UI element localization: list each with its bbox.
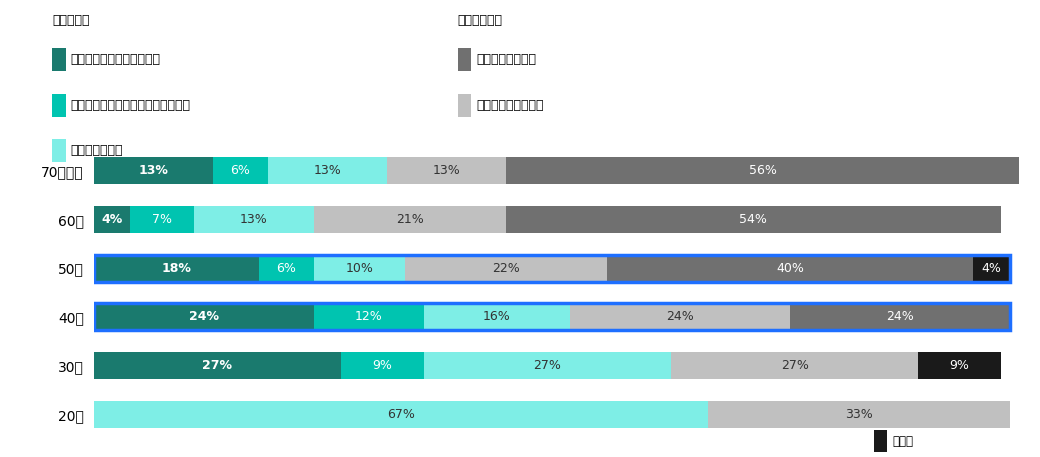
Bar	[94, 303, 313, 330]
Text: 導入待ちである: 導入待ちである	[71, 144, 123, 157]
Bar	[94, 206, 130, 233]
Bar	[707, 401, 1010, 428]
Text: 24%: 24%	[188, 310, 218, 324]
Text: 56%: 56%	[749, 164, 777, 177]
Text: 7%: 7%	[152, 213, 173, 226]
Text: 18%: 18%	[161, 261, 191, 275]
Text: 6%: 6%	[276, 261, 296, 275]
Text: 12%: 12%	[355, 310, 383, 324]
Text: 4%: 4%	[982, 261, 1002, 275]
Bar	[213, 157, 267, 184]
Text: 24%: 24%	[886, 310, 914, 324]
Bar	[506, 206, 1000, 233]
Bar	[94, 401, 707, 428]
Bar	[918, 352, 1000, 379]
Text: 16%: 16%	[483, 310, 511, 324]
Bar	[506, 157, 1019, 184]
Text: 21%: 21%	[396, 213, 423, 226]
Text: 40%: 40%	[776, 261, 804, 275]
Text: 6%: 6%	[230, 164, 251, 177]
Text: 24%: 24%	[667, 310, 694, 324]
Bar	[406, 255, 606, 282]
Text: 13%: 13%	[138, 164, 168, 177]
Bar	[313, 303, 423, 330]
Bar	[423, 303, 570, 330]
Bar	[94, 352, 341, 379]
Bar	[341, 352, 423, 379]
Text: 27%: 27%	[534, 359, 562, 372]
Text: 導入する気が無い: 導入する気が無い	[476, 53, 537, 66]
Text: その他: その他	[892, 435, 913, 447]
Bar	[387, 157, 506, 184]
Text: 67%: 67%	[387, 408, 415, 421]
Bar	[194, 206, 313, 233]
Bar	[130, 206, 194, 233]
Text: 9%: 9%	[372, 359, 392, 372]
Bar	[570, 303, 790, 330]
Bar	[259, 255, 313, 282]
Text: 9%: 9%	[950, 359, 969, 372]
Bar	[606, 255, 973, 282]
Text: 13%: 13%	[313, 164, 341, 177]
Bar	[973, 255, 1010, 282]
Text: 導入を検討している: 導入を検討している	[476, 99, 544, 112]
Text: 導入し、運用開始している: 導入し、運用開始している	[71, 53, 161, 66]
Bar	[267, 157, 387, 184]
Text: 54%: 54%	[739, 213, 768, 226]
Bar	[313, 206, 506, 233]
Bar	[94, 255, 259, 282]
Text: 22%: 22%	[492, 261, 520, 275]
Text: 33%: 33%	[844, 408, 873, 421]
Text: ＜未導入層＞: ＜未導入層＞	[458, 14, 502, 27]
Bar	[313, 255, 406, 282]
Text: 27%: 27%	[781, 359, 809, 372]
Text: 13%: 13%	[240, 213, 268, 226]
Bar	[671, 352, 918, 379]
Bar	[94, 157, 213, 184]
Bar	[790, 303, 1010, 330]
Text: ＜導入層＞: ＜導入層＞	[52, 14, 89, 27]
Text: 13%: 13%	[433, 164, 461, 177]
Text: 27%: 27%	[203, 359, 232, 372]
Text: 導入しているが、運用開始前である: 導入しているが、運用開始前である	[71, 99, 190, 112]
Text: 10%: 10%	[345, 261, 373, 275]
Text: 4%: 4%	[101, 213, 123, 226]
Bar	[423, 352, 671, 379]
